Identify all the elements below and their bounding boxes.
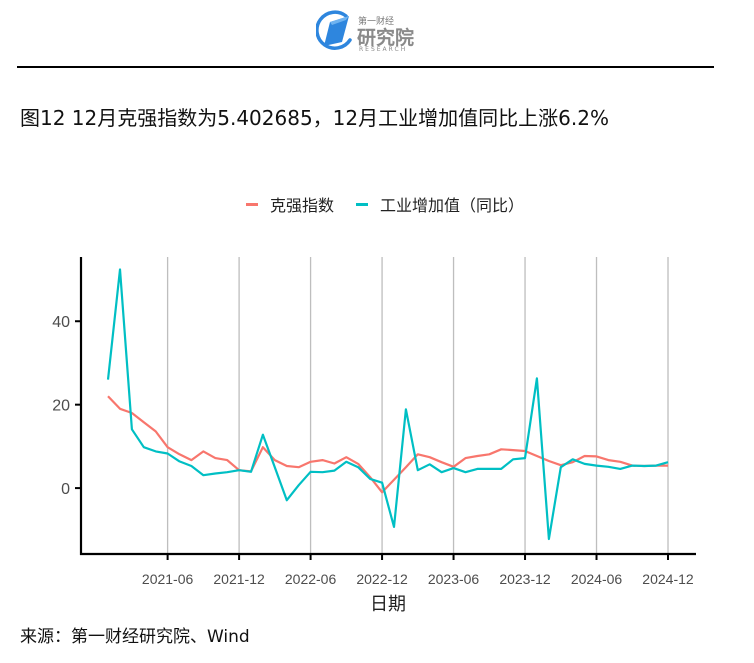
logo-small-text: 第一财经: [358, 17, 395, 27]
logo: 第一财经 研究院 RESEARCH: [316, 10, 420, 54]
legend-swatch-industrial: [356, 202, 368, 206]
x-tick-label: 2024-12: [642, 571, 694, 587]
x-axis-title: 日期: [370, 594, 406, 615]
header-divider: [17, 66, 714, 68]
logo-big-text: 研究院: [357, 27, 415, 49]
x-axis-ticks: 2021-06 2021-12 2022-06 2022-12 2023-06 2023-…: [142, 554, 694, 587]
x-tick-label: 2022-12: [356, 571, 408, 587]
grid-lines: [166, 257, 669, 554]
x-tick-label: 2021-12: [213, 571, 265, 587]
legend-item-keqiang: 克强指数: [246, 192, 334, 216]
y-axis-ticks: 0 20 40: [52, 314, 81, 498]
figure-source: 来源：第一财经研究院、Wind: [20, 627, 250, 647]
logo-english-text: RESEARCH: [359, 46, 408, 53]
legend-label-industrial: 工业增加值（同比）: [380, 196, 525, 215]
legend-swatch-keqiang: [246, 202, 258, 206]
figure-title: 图12 12月克强指数为5.402685，12月工业增加值同比上涨6.2%: [20, 106, 609, 130]
axes: [79, 257, 696, 556]
x-tick-label: 2023-06: [428, 571, 480, 587]
x-tick-label: 2024-06: [571, 571, 623, 587]
y-tick-label: 40: [52, 314, 70, 331]
y-tick-label: 0: [61, 481, 70, 498]
y-tick-label: 20: [52, 398, 70, 415]
x-tick-label: 2022-06: [285, 571, 337, 587]
legend-item-industrial: 工业增加值（同比）: [356, 192, 524, 216]
diamond-in-circle-icon: [316, 10, 352, 50]
x-tick-label: 2023-12: [499, 571, 551, 587]
legend-label-keqiang: 克强指数: [270, 196, 335, 215]
x-tick-label: 2021-06: [142, 571, 194, 587]
series-line-keqiang: [107, 395, 668, 494]
series-line-industrial: [106, 268, 669, 541]
series-lines: [106, 268, 669, 541]
chart-legend: 克强指数 工业增加值（同比）: [0, 192, 754, 216]
